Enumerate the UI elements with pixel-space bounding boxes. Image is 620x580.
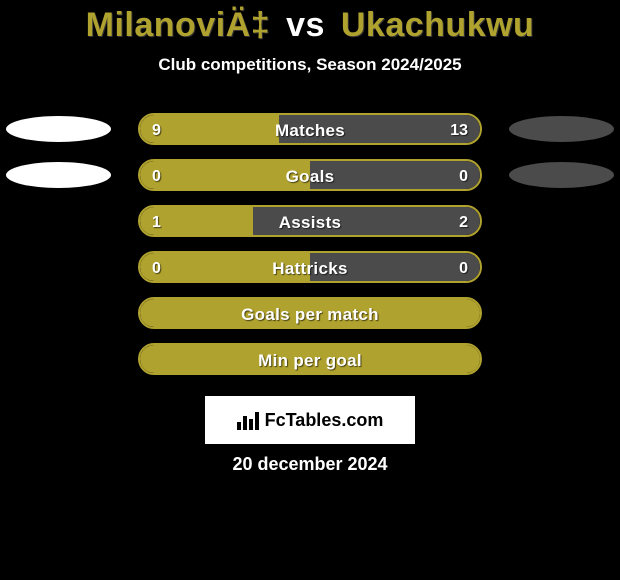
player2-ellipse [509, 116, 614, 142]
stat-track: 913Matches [138, 113, 482, 145]
chart-bars-icon [237, 410, 259, 430]
stat-row: 00Hattricks [0, 251, 620, 283]
stat-track: 12Assists [138, 205, 482, 237]
date-text: 20 december 2024 [0, 454, 620, 475]
stat-row: Min per goal [0, 343, 620, 375]
stat-track: 00Goals [138, 159, 482, 191]
player1-ellipse [6, 162, 111, 188]
title-player1: MilanoviÄ‡ [86, 6, 270, 44]
stat-label: Assists [140, 207, 480, 237]
stat-label: Hattricks [140, 253, 480, 283]
stat-track: Goals per match [138, 297, 482, 329]
stat-label: Goals [140, 161, 480, 191]
stat-label: Goals per match [140, 299, 480, 329]
branding-badge: FcTables.com [205, 396, 415, 444]
stat-label: Matches [140, 115, 480, 145]
branding-text: FcTables.com [265, 410, 384, 431]
page-title: MilanoviÄ‡ vs Ukachukwu [0, 0, 620, 45]
stat-row: 00Goals [0, 159, 620, 191]
player1-ellipse [6, 116, 111, 142]
stat-label: Min per goal [140, 345, 480, 375]
player2-ellipse [509, 162, 614, 188]
title-player2: Ukachukwu [341, 6, 534, 44]
subtitle: Club competitions, Season 2024/2025 [0, 55, 620, 75]
title-vs: vs [286, 6, 325, 44]
comparison-infographic: MilanoviÄ‡ vs Ukachukwu Club competition… [0, 0, 620, 580]
stat-row: 913Matches [0, 113, 620, 145]
stat-track: 00Hattricks [138, 251, 482, 283]
stat-row: 12Assists [0, 205, 620, 237]
stat-rows: 913Matches 00Goals 12Assists 00Hattricks Goa… [0, 113, 620, 375]
stat-track: Min per goal [138, 343, 482, 375]
stat-row: Goals per match [0, 297, 620, 329]
